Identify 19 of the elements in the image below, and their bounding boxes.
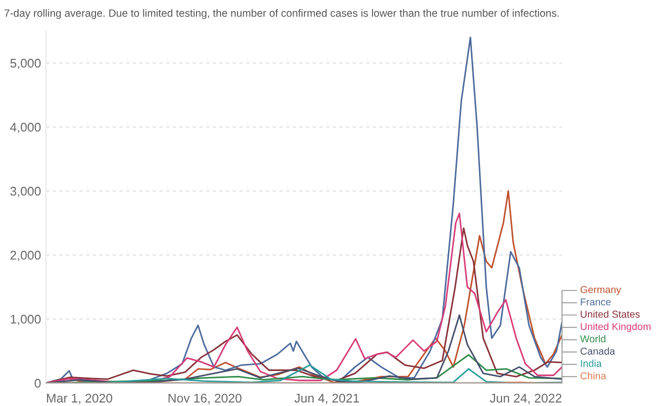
- text: United States: [580, 310, 640, 318]
- text: France: [580, 298, 611, 306]
- y-tick-label: 5,000: [10, 58, 41, 70]
- y-tick-label: 3,000: [10, 186, 41, 198]
- text: World: [580, 335, 606, 342]
- y-tick-label: 2,000: [10, 250, 41, 262]
- text: Germany: [580, 286, 622, 296]
- y-tick-label: 1,000: [10, 314, 41, 326]
- chart-subtitle: 7-day rolling average. Due to limited testing, the number of confirmed cases is lower than the true number of infections.: [4, 9, 559, 19]
- text: United Kingdom: [580, 322, 651, 332]
- x-tick-label: Jun 24, 2022: [490, 394, 562, 404]
- y-tick-label: 0: [34, 378, 41, 388]
- text: India: [580, 360, 602, 368]
- y-tick-label: 4,000: [10, 122, 41, 134]
- x-tick-label: Mar 1, 2020: [47, 394, 112, 404]
- series-label: China: [580, 372, 606, 380]
- x-tick-label: Jun 4, 2021: [294, 394, 359, 404]
- text: Canada: [580, 347, 616, 355]
- x-tick-label: Nov 16, 2020: [168, 394, 242, 404]
